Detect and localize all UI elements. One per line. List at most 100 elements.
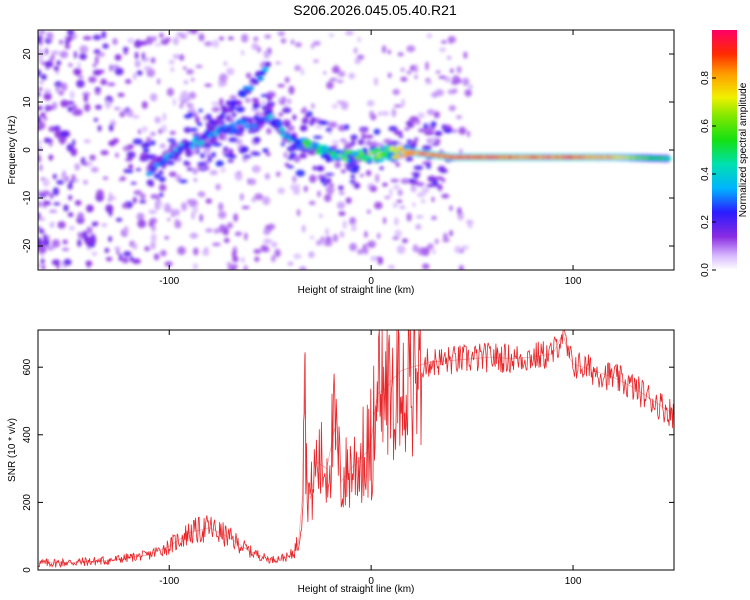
ridge-halo xyxy=(130,181,137,185)
noise-speckle xyxy=(108,124,114,132)
noise-speckle xyxy=(51,259,61,266)
noise-speckle xyxy=(132,243,138,250)
noise-speckle xyxy=(43,88,52,94)
noise-speckle xyxy=(38,228,45,234)
noise-speckle xyxy=(457,207,462,215)
noise-speckle xyxy=(172,54,180,59)
noise-speckle xyxy=(42,116,48,121)
ridge-halo xyxy=(369,141,379,148)
colorbar-gradient xyxy=(712,30,737,270)
ridge-core xyxy=(222,129,229,134)
colorbar-tick-label: 0.8 xyxy=(700,71,711,85)
ridge-core xyxy=(344,149,351,155)
ridge-halo xyxy=(223,146,229,152)
noise-speckle xyxy=(369,185,378,193)
noise-speckle xyxy=(241,257,245,263)
noise-speckle xyxy=(174,218,179,226)
noise-speckle xyxy=(134,51,139,60)
noise-speckle xyxy=(392,202,398,208)
ridge-halo xyxy=(126,151,136,159)
noise-speckle xyxy=(136,212,145,221)
noise-speckle xyxy=(40,258,45,265)
noise-speckle xyxy=(150,93,158,102)
noise-speckle xyxy=(354,57,361,65)
ridge-band xyxy=(325,153,332,163)
noise-speckle xyxy=(319,213,323,219)
noise-speckle xyxy=(47,138,53,143)
ridge-halo xyxy=(414,137,419,142)
ridge-core xyxy=(276,121,283,127)
noise-speckle xyxy=(38,263,41,269)
noise-speckle xyxy=(38,87,43,91)
noise-speckle xyxy=(212,242,221,247)
noise-speckle xyxy=(186,69,194,75)
noise-speckle xyxy=(209,170,218,176)
noise-speckle xyxy=(73,68,82,76)
noise-speckle xyxy=(68,195,73,201)
noise-speckle xyxy=(443,232,448,240)
noise-speckle xyxy=(44,48,49,55)
noise-speckle xyxy=(414,64,419,74)
ridge-core xyxy=(193,135,200,140)
noise-speckle xyxy=(137,219,147,229)
ridge-halo xyxy=(411,172,421,176)
noise-speckle xyxy=(219,73,228,83)
ridge-halo xyxy=(325,177,332,184)
ridge-halo xyxy=(317,166,325,172)
ridge-halo xyxy=(228,137,238,143)
noise-speckle xyxy=(104,100,112,109)
noise-speckle xyxy=(42,178,50,187)
noise-speckle xyxy=(393,184,400,190)
noise-speckle xyxy=(387,265,395,269)
noise-speckle xyxy=(180,90,189,100)
noise-speckle xyxy=(370,255,377,262)
noise-speckle xyxy=(290,183,298,191)
noise-speckle xyxy=(121,202,128,209)
noise-speckle xyxy=(66,143,74,152)
noise-speckle xyxy=(406,45,416,53)
ridge-halo xyxy=(323,182,328,187)
noise-speckle xyxy=(83,179,88,185)
ridge-halo xyxy=(235,106,245,113)
ridge-halo xyxy=(207,157,213,163)
noise-speckle xyxy=(133,39,142,48)
noise-speckle xyxy=(275,61,282,65)
noise-speckle xyxy=(251,42,259,51)
noise-speckle xyxy=(244,232,248,241)
noise-speckle xyxy=(240,193,244,201)
spectrogram-xtick-label: 0 xyxy=(368,276,374,287)
noise-speckle xyxy=(277,187,285,195)
noise-speckle xyxy=(226,67,235,76)
noise-speckle xyxy=(85,260,93,267)
noise-speckle xyxy=(38,57,44,64)
noise-speckle xyxy=(241,205,250,210)
noise-speckle xyxy=(325,186,335,194)
noise-speckle xyxy=(69,90,75,99)
noise-speckle xyxy=(172,98,177,106)
noise-speckle xyxy=(301,224,306,233)
noise-speckle xyxy=(245,72,252,79)
noise-speckle xyxy=(211,101,220,106)
noise-speckle xyxy=(38,92,41,97)
noise-speckle xyxy=(137,129,142,135)
noise-speckle xyxy=(378,142,383,148)
noise-speckle xyxy=(49,154,53,162)
noise-speckle xyxy=(150,194,159,199)
noise-speckle xyxy=(191,77,195,82)
noise-speckle xyxy=(53,202,61,206)
snr-line-group xyxy=(38,330,674,568)
noise-speckle xyxy=(204,83,212,87)
noise-speckle xyxy=(60,99,69,108)
noise-speckle xyxy=(44,60,54,68)
noise-speckle xyxy=(57,221,66,229)
noise-speckle xyxy=(68,63,73,67)
noise-speckle xyxy=(406,212,412,222)
noise-speckle xyxy=(317,190,321,198)
ridge-halo xyxy=(338,185,344,191)
noise-speckle xyxy=(309,174,317,183)
noise-speckle xyxy=(260,244,269,252)
noise-speckle xyxy=(38,226,42,230)
noise-speckle xyxy=(435,70,441,74)
noise-speckle xyxy=(466,130,471,138)
